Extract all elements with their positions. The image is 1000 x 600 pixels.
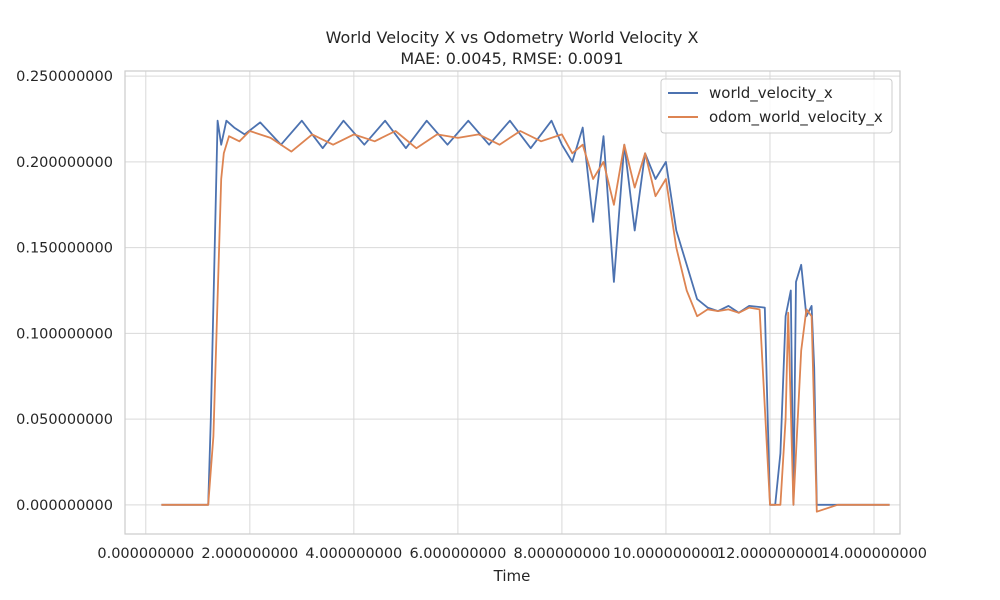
- y-tick-label: 0.150000000: [16, 241, 113, 257]
- x-tick-label: 8.000000000: [513, 546, 610, 562]
- x-tick-label: 4.000000000: [305, 546, 402, 562]
- grid: [125, 71, 900, 534]
- plot-frame: [124, 70, 901, 535]
- x-tick-label: 6.000000000: [409, 546, 506, 562]
- x-tick-label: 12.000000000: [717, 546, 823, 562]
- plot-area: [125, 71, 900, 534]
- y-tick-label: 0.100000000: [16, 326, 113, 342]
- tick-labels: 0.000000000 2.000000000 4.000000000 6.00000…: [16, 69, 927, 562]
- x-axis-label: Time: [493, 567, 531, 585]
- series-line-odom-world-velocity-x: [161, 130, 890, 513]
- x-tick-label: 10.000000000: [613, 546, 719, 562]
- chart-title: World Velocity X vs Odometry World Veloc…: [326, 28, 699, 47]
- legend: world_velocity_x odom_world_velocity_x: [660, 78, 893, 134]
- x-tick-label: 14.000000000: [821, 546, 927, 562]
- y-tick-label: 0.050000000: [16, 412, 113, 428]
- x-tick-label: 0.000000000: [97, 546, 194, 562]
- chart-subtitle: MAE: 0.0045, RMSE: 0.0091: [400, 49, 623, 68]
- y-tick-label: 0.250000000: [16, 69, 113, 85]
- series-lines: [161, 119, 890, 513]
- legend-label-world-velocity-x: world_velocity_x: [709, 84, 833, 103]
- y-tick-label: 0.200000000: [16, 155, 113, 171]
- x-tick-label: 2.000000000: [201, 546, 298, 562]
- y-tick-label: 0.000000000: [16, 498, 113, 514]
- legend-label-odom-world-velocity-x: odom_world_velocity_x: [709, 108, 883, 127]
- legend-box: [660, 78, 893, 134]
